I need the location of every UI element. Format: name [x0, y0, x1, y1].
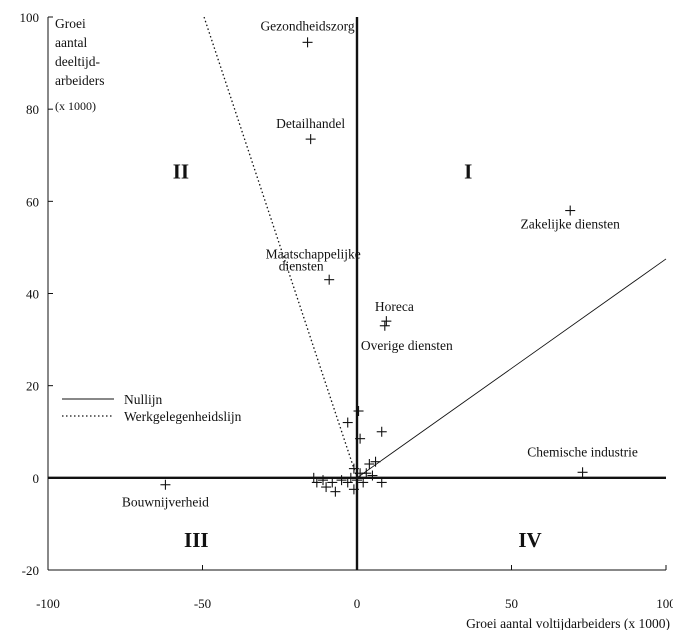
y-tick-label: 100	[20, 10, 40, 25]
y-axis-title-line: (x 1000)	[55, 99, 96, 113]
data-point	[376, 426, 387, 437]
y-tick-label: 40	[26, 287, 39, 302]
quadrant-label-IV: IV	[518, 528, 541, 552]
data-point	[348, 463, 359, 474]
data-point	[342, 477, 353, 488]
x-tick-label: -100	[36, 596, 60, 611]
data-point	[336, 475, 347, 486]
x-tick-label: 50	[505, 596, 518, 611]
data-point	[311, 477, 322, 488]
point-label: Zakelijke diensten	[521, 217, 621, 232]
legend-label: Nullijn	[124, 392, 163, 407]
point-label: Overige diensten	[361, 338, 453, 353]
data-point	[361, 468, 372, 479]
data-point	[342, 417, 353, 428]
y-tick-label: 20	[26, 379, 39, 394]
data-point	[355, 433, 366, 444]
nullijn-line	[356, 258, 667, 479]
legend-label: Werkgelegenheidslijn	[124, 409, 242, 424]
point-label: Bouwnijverheid	[122, 495, 209, 510]
y-axis-title-line: aantal	[55, 35, 87, 50]
data-point	[321, 482, 332, 493]
x-tick-label: -50	[194, 596, 211, 611]
data-point	[353, 406, 364, 417]
data-point	[160, 479, 171, 490]
y-axis-title-line: arbeiders	[55, 73, 104, 88]
data-point	[352, 475, 362, 486]
data-point	[358, 477, 369, 488]
y-axis-title: Groei aantal deeltijd-arbeiders (x 1000)	[55, 16, 104, 113]
axes	[47, 16, 667, 571]
data-point	[302, 37, 313, 48]
y-axis-title-line: Groei	[55, 16, 86, 31]
point-label: Horeca	[375, 299, 414, 314]
data-point	[376, 477, 387, 488]
point-label: Chemische industrie	[527, 444, 638, 459]
y-tick-label: -20	[22, 563, 39, 578]
point-label: Gezondheidszorg	[260, 18, 354, 33]
werkgelegenheidslijn-line	[203, 16, 358, 479]
quadrant-label-II: II	[173, 159, 189, 183]
axis-titles: Groei aantal deeltijd-arbeiders (x 1000)Gro…	[55, 16, 670, 630]
legend: Nullijn Werkgelegenheidslijn	[62, 392, 242, 424]
y-axis-title-line: deeltijd-	[55, 54, 100, 69]
y-tick-label: 0	[33, 471, 40, 486]
data-point	[370, 456, 381, 467]
x-tick-label: 0	[354, 596, 361, 611]
quadrant-label-III: III	[184, 528, 209, 552]
x-axis-title: Groei aantal voltijdarbeiders (x 1000)	[466, 616, 670, 630]
data-point	[348, 484, 359, 495]
reference-lines	[203, 16, 667, 479]
point-label: diensten	[279, 259, 324, 274]
tick-labels: -100 -50 0 50 100 100 80 60 40 20 0 -20	[20, 10, 673, 611]
data-point	[367, 470, 378, 481]
data-point	[324, 274, 335, 285]
data-point	[327, 477, 338, 488]
x-tick-label: 100	[656, 596, 673, 611]
data-point	[379, 320, 390, 331]
data-point	[305, 134, 316, 145]
y-tick-label: 60	[26, 194, 39, 209]
data-point	[381, 316, 392, 327]
data-point	[364, 459, 375, 470]
data-points	[160, 37, 588, 497]
point-label: Maatschappelijke	[266, 247, 361, 262]
point-labels: Gezondheidszorg Detailhandel Maatschappeli…	[122, 18, 638, 509]
point-label: Detailhandel	[276, 116, 345, 131]
data-point	[318, 475, 329, 486]
data-point	[577, 467, 588, 478]
y-tick-label: 80	[26, 102, 39, 117]
quadrant-label-I: I	[464, 159, 472, 183]
data-point	[565, 205, 576, 216]
data-point	[330, 486, 341, 497]
